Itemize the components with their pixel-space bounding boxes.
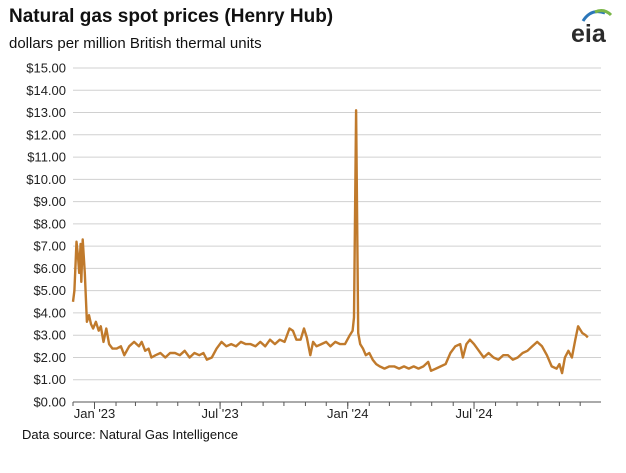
x-tick-label: Jul '23 — [202, 406, 239, 421]
data-source-note: Data source: Natural Gas Intelligence — [22, 427, 239, 442]
y-tick-label: $7.00 — [33, 239, 66, 254]
y-tick-label: $1.00 — [33, 372, 66, 387]
y-tick-label: $11.00 — [27, 150, 66, 165]
y-tick-label: $13.00 — [26, 105, 66, 120]
y-tick-label: $10.00 — [26, 172, 66, 187]
price-series-line — [71, 109, 589, 375]
eia-logo[interactable]: eia — [565, 6, 617, 48]
eia-logo-text: eia — [571, 20, 607, 46]
y-tick-label: $4.00 — [33, 305, 66, 320]
y-tick-label: $15.00 — [26, 61, 66, 76]
y-tick-label: $2.00 — [33, 350, 66, 365]
chart-subtitle: dollars per million British thermal unit… — [9, 35, 262, 52]
y-tick-label: $6.00 — [33, 261, 66, 276]
y-tick-label: $0.00 — [33, 395, 66, 410]
y-axis-ticks: $0.00 $1.00 $2.00 $3.00 $4.00 $5.00 $6.00 $7.00… — [26, 61, 66, 410]
x-tick-label: Jan '23 — [74, 406, 116, 421]
y-tick-label: $12.00 — [26, 127, 66, 142]
y-tick-label: $5.00 — [33, 283, 66, 298]
eia-logo-icon: eia — [571, 9, 613, 48]
x-tick-label: Jul '24 — [455, 406, 492, 421]
y-tick-label: $3.00 — [33, 328, 66, 343]
y-tick-label: $9.00 — [33, 194, 66, 209]
chart-title: Natural gas spot prices (Henry Hub) — [9, 6, 334, 27]
x-axis: Jan '23 Jul '23 Jan '24 Jul '24 — [72, 401, 601, 421]
y-tick-label: $14.00 — [26, 83, 66, 98]
y-tick-label: $8.00 — [33, 216, 66, 231]
chart-series — [71, 109, 589, 375]
chart-grid — [73, 67, 601, 381]
x-tick-label: Jan '24 — [327, 406, 369, 421]
